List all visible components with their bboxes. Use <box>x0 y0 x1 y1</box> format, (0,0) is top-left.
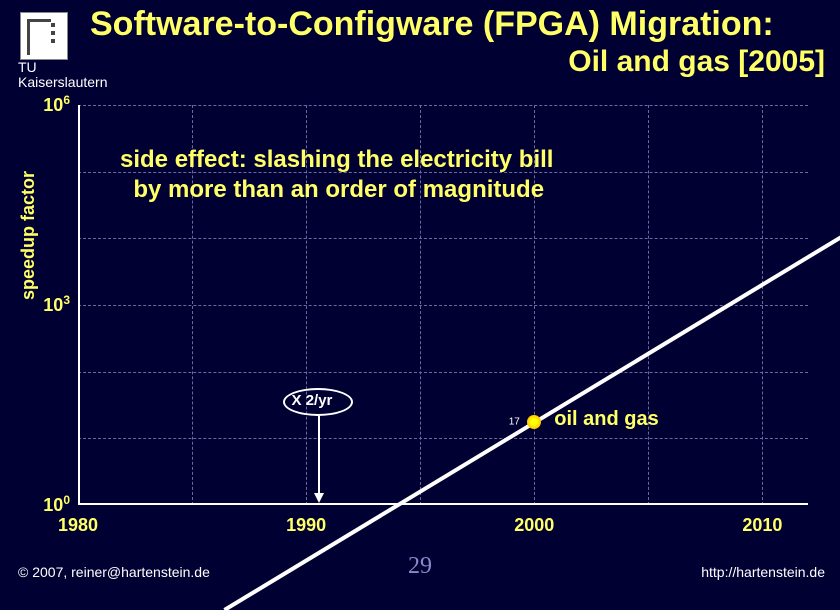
tu-logo <box>20 12 68 60</box>
oil-gas-point <box>527 415 541 429</box>
point-label: 17 <box>509 416 520 427</box>
hgrid-line <box>78 238 808 239</box>
hgrid-line <box>78 438 808 439</box>
tu-label: TU Kaiserslautern <box>18 60 108 90</box>
vgrid-line <box>762 105 763 505</box>
hgrid-line <box>78 305 808 306</box>
xtick: 2010 <box>742 515 782 536</box>
xtick: 1980 <box>58 515 98 536</box>
xtick: 1990 <box>286 515 326 536</box>
ytick: 103 <box>10 293 70 316</box>
y-axis <box>78 105 80 505</box>
footer-url: http://hartenstein.de <box>701 564 825 580</box>
side-effect-text: side effect: slashing the electricity bi… <box>120 145 553 205</box>
vgrid-line <box>648 105 649 505</box>
xtick: 2000 <box>514 515 554 536</box>
arrow-down <box>318 416 320 501</box>
ytick: 106 <box>10 93 70 116</box>
hgrid-line <box>78 372 808 373</box>
legend-oil-gas: oil and gas <box>554 408 658 431</box>
y-axis-label: speedup factor <box>18 171 39 300</box>
copyright: © 2007, reiner@hartenstein.de <box>18 564 210 580</box>
slide-number: 29 <box>408 553 432 580</box>
hgrid-line <box>78 105 808 106</box>
tu-line2: Kaiserslautern <box>18 74 108 90</box>
x-axis <box>78 503 808 505</box>
x2yr-label: X 2/yr <box>292 392 333 409</box>
slide-title-2: Oil and gas [2005] <box>568 45 825 79</box>
slide-title-1: Software-to-Configware (FPGA) Migration: <box>90 5 774 44</box>
ytick: 100 <box>10 493 70 516</box>
tu-line1: TU <box>18 59 37 75</box>
